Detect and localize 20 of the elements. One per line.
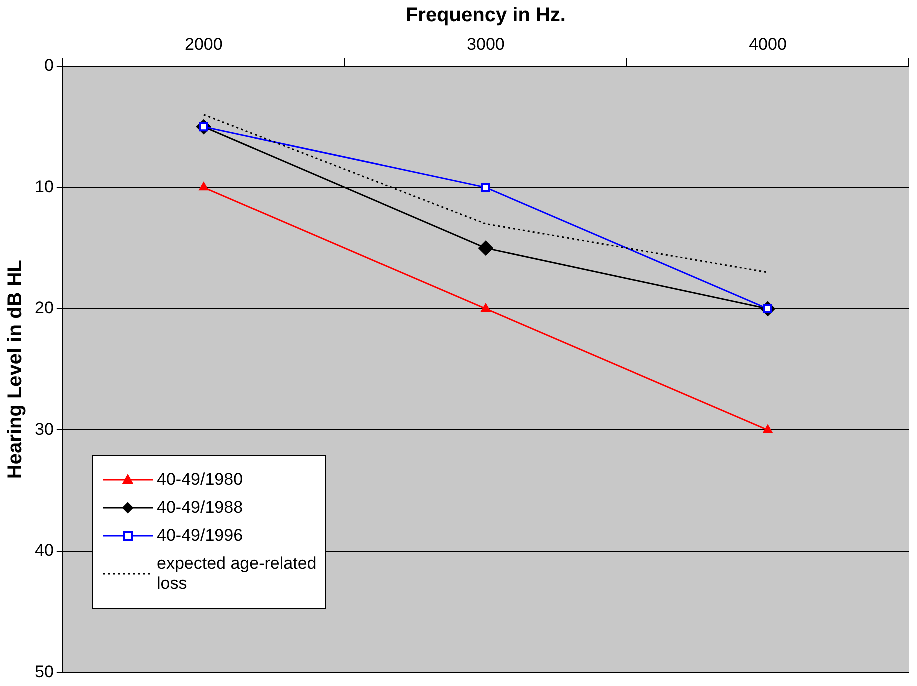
point <box>199 182 209 191</box>
y-axis-title: Hearing Level in dB HL <box>4 260 27 480</box>
y-tick-label: 20 <box>34 298 54 318</box>
point <box>481 303 491 312</box>
y-tick-label: 30 <box>34 420 54 439</box>
legend-label: 40-49/1980 <box>157 470 244 490</box>
point <box>763 424 773 434</box>
x-tick-label: 4000 <box>749 34 787 54</box>
legend-label: 40-49/1988 <box>157 498 244 518</box>
legend-label: expected age-related loss <box>157 554 317 594</box>
x-tick-label: 2000 <box>185 34 223 54</box>
x-axis-title: Frequency in Hz. <box>406 4 566 27</box>
legend-label: 40-49/1996 <box>157 526 244 546</box>
x-tick-label: 3000 <box>467 34 505 54</box>
y-tick-label: 10 <box>34 177 54 196</box>
y-tick-label: 40 <box>34 541 54 560</box>
point <box>481 183 490 192</box>
y-tick-label: 50 <box>34 662 54 682</box>
y-tick-label: 0 <box>44 56 54 76</box>
point <box>478 240 494 256</box>
